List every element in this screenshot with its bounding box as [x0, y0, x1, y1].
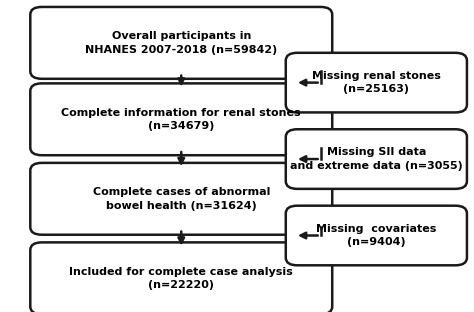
Text: Complete information for renal stones: Complete information for renal stones [62, 108, 301, 118]
Text: (n=22220): (n=22220) [148, 280, 214, 290]
Text: and extreme data (n=3055): and extreme data (n=3055) [290, 161, 463, 171]
FancyBboxPatch shape [30, 7, 332, 79]
FancyBboxPatch shape [30, 163, 332, 235]
Text: Included for complete case analysis: Included for complete case analysis [69, 266, 293, 276]
FancyBboxPatch shape [30, 83, 332, 155]
Text: (n=9404): (n=9404) [347, 237, 406, 247]
FancyBboxPatch shape [286, 206, 467, 265]
Text: bowel health (n=31624): bowel health (n=31624) [106, 201, 256, 211]
Text: Overall participants in: Overall participants in [111, 31, 251, 41]
FancyBboxPatch shape [286, 53, 467, 112]
FancyBboxPatch shape [286, 129, 467, 189]
Text: (n=25163): (n=25163) [343, 84, 410, 94]
Text: Missing renal stones: Missing renal stones [312, 71, 441, 81]
Text: Missing SII data: Missing SII data [327, 147, 426, 157]
Text: Complete cases of abnormal: Complete cases of abnormal [92, 187, 270, 197]
Text: (n=34679): (n=34679) [148, 121, 214, 131]
Text: Missing  covariates: Missing covariates [316, 224, 437, 234]
FancyBboxPatch shape [30, 242, 332, 312]
Text: NHANES 2007-2018 (n=59842): NHANES 2007-2018 (n=59842) [85, 45, 277, 55]
